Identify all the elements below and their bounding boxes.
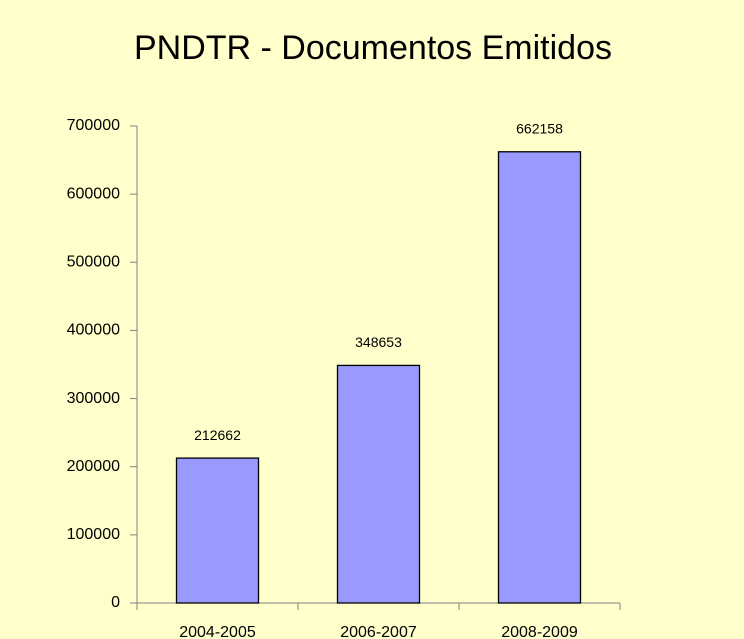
y-tick-label: 400000 (67, 322, 120, 339)
y-tick-label: 200000 (67, 458, 120, 475)
y-tick-label: 300000 (67, 390, 120, 407)
data-label: 348653 (355, 334, 402, 350)
x-tick-label: 2004-2005 (179, 624, 256, 639)
data-label: 662158 (516, 120, 563, 136)
y-tick-label: 600000 (67, 185, 120, 202)
x-tick-label: 2006-2007 (340, 624, 417, 639)
chart-title: PNDTR - Documentos Emitidos (134, 29, 612, 67)
x-tick-label: 2008-2009 (501, 624, 578, 639)
data-label: 212662 (194, 427, 241, 443)
y-tick-label: 0 (111, 594, 120, 611)
bar (336, 364, 421, 604)
bar (497, 151, 582, 604)
bar (175, 457, 260, 604)
y-tick-label: 500000 (67, 254, 120, 271)
y-tick-label: 700000 (67, 117, 120, 134)
y-tick-label: 100000 (67, 526, 120, 543)
